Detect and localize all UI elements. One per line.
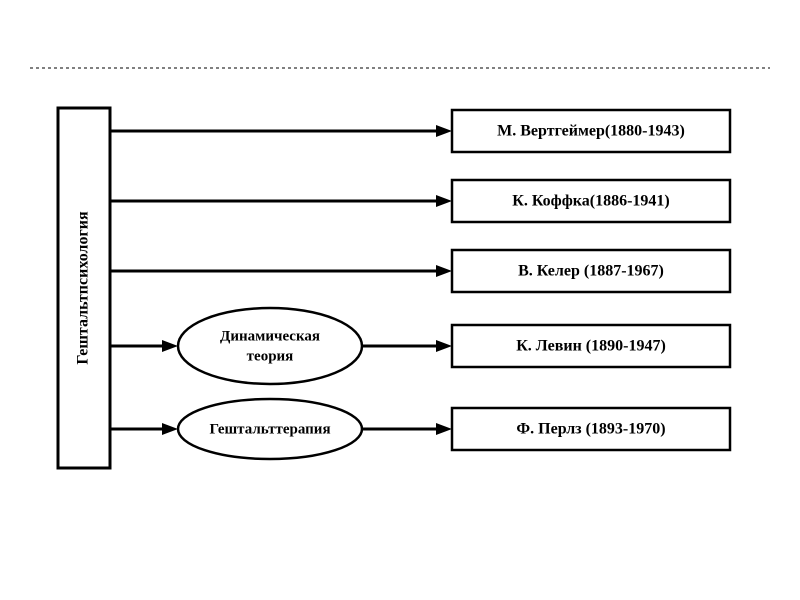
person-box-lewin: К. Левин (1890-1947) [452, 325, 730, 367]
person-box-label: В. Келер (1887-1967) [518, 263, 664, 280]
root-box-label: Гештальтпсихология [75, 211, 92, 365]
person-box-perls: Ф. Перлз (1893-1970) [452, 408, 730, 450]
person-box-label: М. Вертгеймер(1880-1943) [497, 123, 685, 140]
diagram-canvas: Гештальтпсихология М. Вертгеймер(1880-194… [0, 0, 800, 600]
person-box-kohler: В. Келер (1887-1967) [452, 250, 730, 292]
root-box: Гештальтпсихология [58, 108, 110, 468]
person-box-label: К. Коффка(1886-1941) [512, 193, 670, 210]
ellipse-label-2: теория [247, 348, 294, 364]
person-box-koffka: К. Коффка(1886-1941) [452, 180, 730, 222]
person-box-wertheimer: М. Вертгеймер(1880-1943) [452, 110, 730, 152]
ellipse-dynamic: Динамическая теория [178, 308, 362, 384]
ellipse-label-1: Динамическая [220, 328, 320, 344]
ellipse-therapy: Гештальттерапия [178, 399, 362, 459]
person-box-label: Ф. Перлз (1893-1970) [516, 421, 665, 438]
person-box-label: К. Левин (1890-1947) [516, 338, 666, 355]
ellipse-label: Гештальттерапия [209, 421, 330, 437]
